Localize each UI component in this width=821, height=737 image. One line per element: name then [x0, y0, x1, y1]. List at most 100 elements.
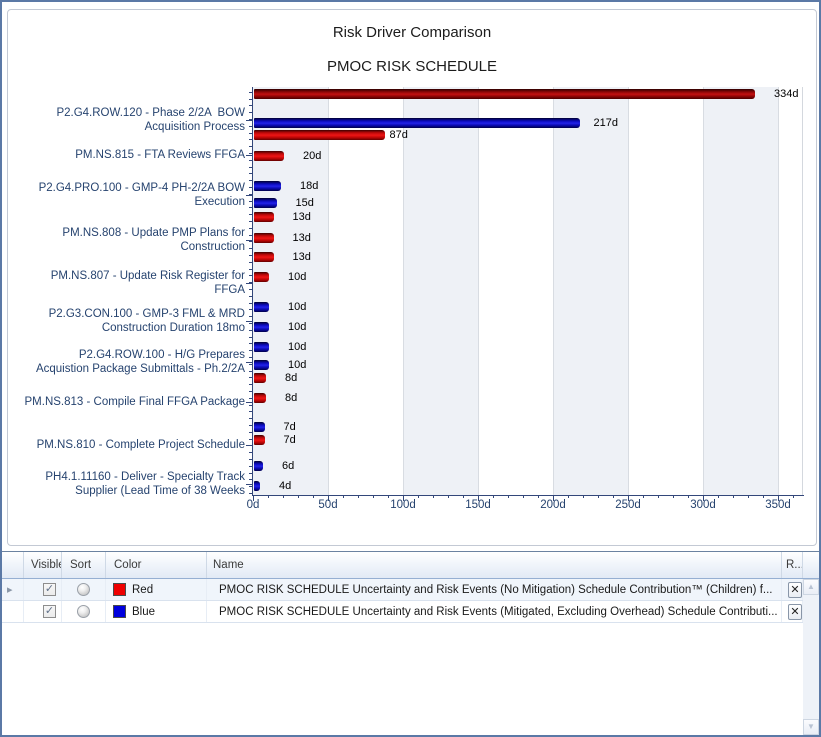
y-minor-tick: [249, 133, 253, 134]
visible-column-header[interactable]: Visible: [24, 552, 62, 578]
category-label-line: PM.NS.815 - FTA Reviews FFGA: [75, 149, 245, 161]
y-minor-tick: [249, 479, 253, 480]
y-minor-tick: [249, 228, 253, 229]
category-label-line: PH4.1.11160 - Deliver - Specialty Track: [45, 471, 245, 483]
y-minor-tick: [249, 221, 253, 222]
x-minor-tick: [373, 495, 374, 498]
y-minor-tick: [249, 391, 253, 392]
bar-value-label: 10d: [288, 341, 307, 353]
y-minor-tick: [249, 486, 253, 487]
y-minor-tick: [249, 146, 253, 147]
x-minor-tick: [523, 495, 524, 498]
bar-value-label: 20d: [303, 150, 322, 162]
remove-column-header[interactable]: R...: [782, 552, 803, 578]
y-minor-tick: [249, 473, 253, 474]
x-minor-tick: [568, 495, 569, 498]
category-label-line: PM.NS.808 - Update PMP Plans for: [62, 227, 245, 239]
y-minor-tick: [249, 241, 253, 242]
visible-checkbox[interactable]: ✓: [43, 583, 56, 596]
bar-value-label: 4d: [279, 480, 292, 492]
color-cell: Red: [106, 579, 207, 600]
scrollbar-up-button[interactable]: ▲: [803, 579, 819, 595]
y-minor-tick: [249, 167, 253, 168]
bar-red-7d: [254, 435, 265, 445]
x-axis-tick-label: 100d: [390, 499, 416, 511]
y-minor-tick: [249, 262, 253, 263]
x-minor-tick: [508, 495, 509, 498]
current-row-arrow-icon: ▸: [7, 584, 13, 596]
category-label-line: Execution: [194, 196, 245, 208]
chart-panel: Risk Driver Comparison PMOC RISK SCHEDUL…: [7, 9, 817, 546]
category-label-line: Construction Duration 18mo: [101, 322, 245, 334]
sort-column-header[interactable]: Sort: [62, 552, 106, 578]
y-minor-tick: [249, 493, 253, 494]
x-minor-tick: [388, 495, 389, 498]
y-axis-category-labels: P2.G4.ROW.120 - Phase 2/2A BOW Acquisitio…: [12, 87, 246, 498]
y-major-tick: [246, 321, 253, 322]
x-axis-tick-label: 200d: [540, 499, 566, 511]
color-column-header[interactable]: Color: [106, 552, 207, 578]
sort-radio-button[interactable]: [77, 583, 90, 596]
color-swatch[interactable]: [113, 605, 126, 618]
category-label: PM.NS.815 - FTA Reviews FFGA: [12, 148, 245, 162]
y-minor-tick: [249, 289, 253, 290]
category-label-line: FFGA: [214, 284, 245, 296]
category-label: PH4.1.11160 - Deliver - Specialty Track S…: [12, 470, 245, 498]
category-label-line: PM.NS.813 - Compile Final FFGA Package: [24, 396, 246, 408]
bar-value-label: 7d: [283, 434, 296, 446]
legend-row-red[interactable]: ▸ ✓ Red PMOC RISK SCHEDULE Uncertainty and …: [2, 579, 803, 601]
y-minor-tick: [249, 411, 253, 412]
y-minor-tick: [249, 105, 253, 106]
scrollbar-down-button[interactable]: ▼: [803, 719, 819, 735]
x-minor-tick: [598, 495, 599, 498]
legend-row-blue[interactable]: ✓ Blue PMOC RISK SCHEDULE Uncertainty and …: [2, 601, 803, 623]
bar-blue-10d: [254, 322, 269, 332]
x-minor-tick: [268, 495, 269, 498]
bar-blue-10d: [254, 360, 269, 370]
remove-row-button[interactable]: ✕: [788, 603, 802, 620]
remove-row-button[interactable]: ✕: [788, 581, 802, 598]
color-swatch[interactable]: [113, 583, 126, 596]
sort-radio-button[interactable]: [77, 605, 90, 618]
bar-red-13d: [254, 252, 274, 262]
x-axis-tick-label: 150d: [465, 499, 491, 511]
name-column-header[interactable]: Name: [207, 552, 782, 578]
x-axis-tick-label: 250d: [615, 499, 641, 511]
y-minor-tick: [249, 418, 253, 419]
plot-area: 334d 217d 87d 20d 18d 15d 13d 13d 13d 10d 10d 10d 10…: [246, 87, 804, 501]
visible-cell: ✓: [24, 601, 62, 622]
y-minor-tick: [249, 350, 253, 351]
y-minor-tick: [249, 343, 253, 344]
gridline: [628, 87, 629, 495]
y-minor-tick: [249, 112, 253, 113]
y-major-tick: [246, 195, 253, 196]
y-minor-tick: [249, 99, 253, 100]
plan-name-text: PMOC RISK SCHEDULE Uncertainty and Risk …: [219, 583, 773, 596]
row-selector-cell[interactable]: [2, 601, 24, 622]
x-minor-tick: [583, 495, 584, 498]
remove-cell: ✕: [782, 579, 803, 600]
bar-value-label: 87d: [389, 129, 408, 141]
x-axis-tick-label: 350d: [765, 499, 791, 511]
background-band: [553, 87, 628, 495]
y-minor-tick: [249, 384, 253, 385]
x-minor-tick: [718, 495, 719, 498]
row-selector-column-header: [2, 552, 24, 578]
bar-value-label: 10d: [288, 359, 307, 371]
visible-checkbox[interactable]: ✓: [43, 605, 56, 618]
x-major-tick: [553, 495, 554, 501]
row-selector-cell[interactable]: ▸: [2, 579, 24, 600]
category-label-line: P2.G4.ROW.120 - Phase 2/2A BOW: [56, 107, 245, 119]
background-band: [703, 87, 778, 495]
name-cell: PMOC RISK SCHEDULE Uncertainty and Risk …: [207, 579, 782, 600]
vertical-scrollbar[interactable]: ▲ ▼: [803, 579, 819, 735]
category-label-line: PM.NS.810 - Complete Project Schedule: [36, 439, 245, 451]
legend-table-body: ▸ ✓ Red PMOC RISK SCHEDULE Uncertainty and …: [2, 579, 803, 735]
y-minor-tick: [249, 466, 253, 467]
category-label-line: Acquisition Process: [144, 121, 245, 133]
y-minor-tick: [249, 330, 253, 331]
y-major-tick: [246, 120, 253, 121]
category-label: P2.G4.PRO.100 - GMP-4 PH-2/2A BOW Executi…: [12, 181, 245, 209]
x-minor-tick: [613, 495, 614, 498]
bar-red-87d: [254, 130, 385, 140]
